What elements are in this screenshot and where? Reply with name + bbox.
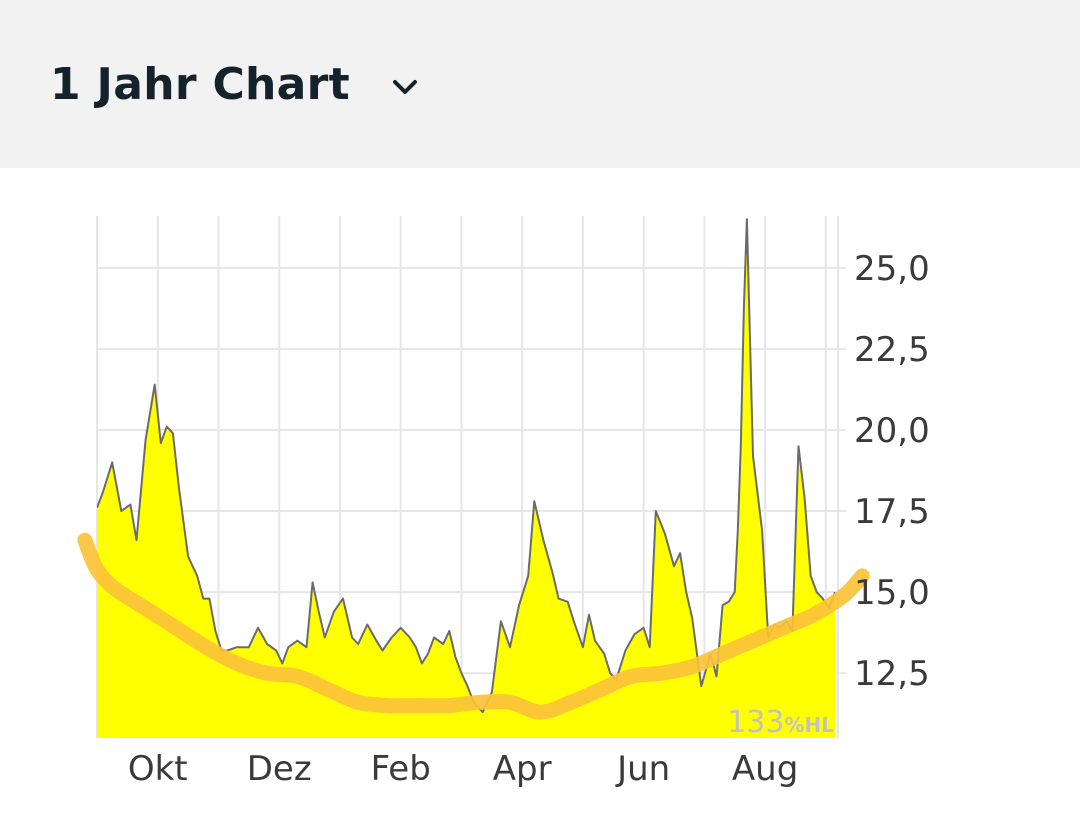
y-tick-label: 17,5 bbox=[854, 492, 930, 532]
chart-container: 133%HL 25,0 22,5 20,0 17,5 15,0 12,5 Okt Dez Feb A… bbox=[0, 168, 1080, 830]
chart-header: 1 Jahr Chart bbox=[0, 0, 1080, 168]
y-tick-label: 25,0 bbox=[854, 249, 930, 289]
y-tick-label: 22,5 bbox=[854, 330, 930, 370]
watermark-text: 133%HL bbox=[727, 705, 834, 740]
y-tick-label: 15,0 bbox=[854, 573, 930, 613]
x-tick-label: Apr bbox=[493, 749, 552, 789]
x-tick-label: Okt bbox=[128, 749, 188, 789]
x-tick-label: Aug bbox=[732, 749, 798, 789]
y-tick-label: 20,0 bbox=[854, 411, 930, 451]
chevron-down-icon[interactable] bbox=[390, 72, 420, 102]
x-tick-label: Dez bbox=[247, 749, 312, 789]
y-tick-label: 12,5 bbox=[854, 654, 930, 694]
chart-period-title: 1 Jahr Chart bbox=[50, 58, 350, 110]
x-tick-label: Jun bbox=[615, 749, 670, 789]
price-area bbox=[97, 219, 835, 738]
price-chart: 133%HL 25,0 22,5 20,0 17,5 15,0 12,5 Okt Dez Feb A… bbox=[77, 216, 930, 789]
x-tick-label: Feb bbox=[371, 749, 431, 789]
trend-line bbox=[77, 532, 870, 720]
